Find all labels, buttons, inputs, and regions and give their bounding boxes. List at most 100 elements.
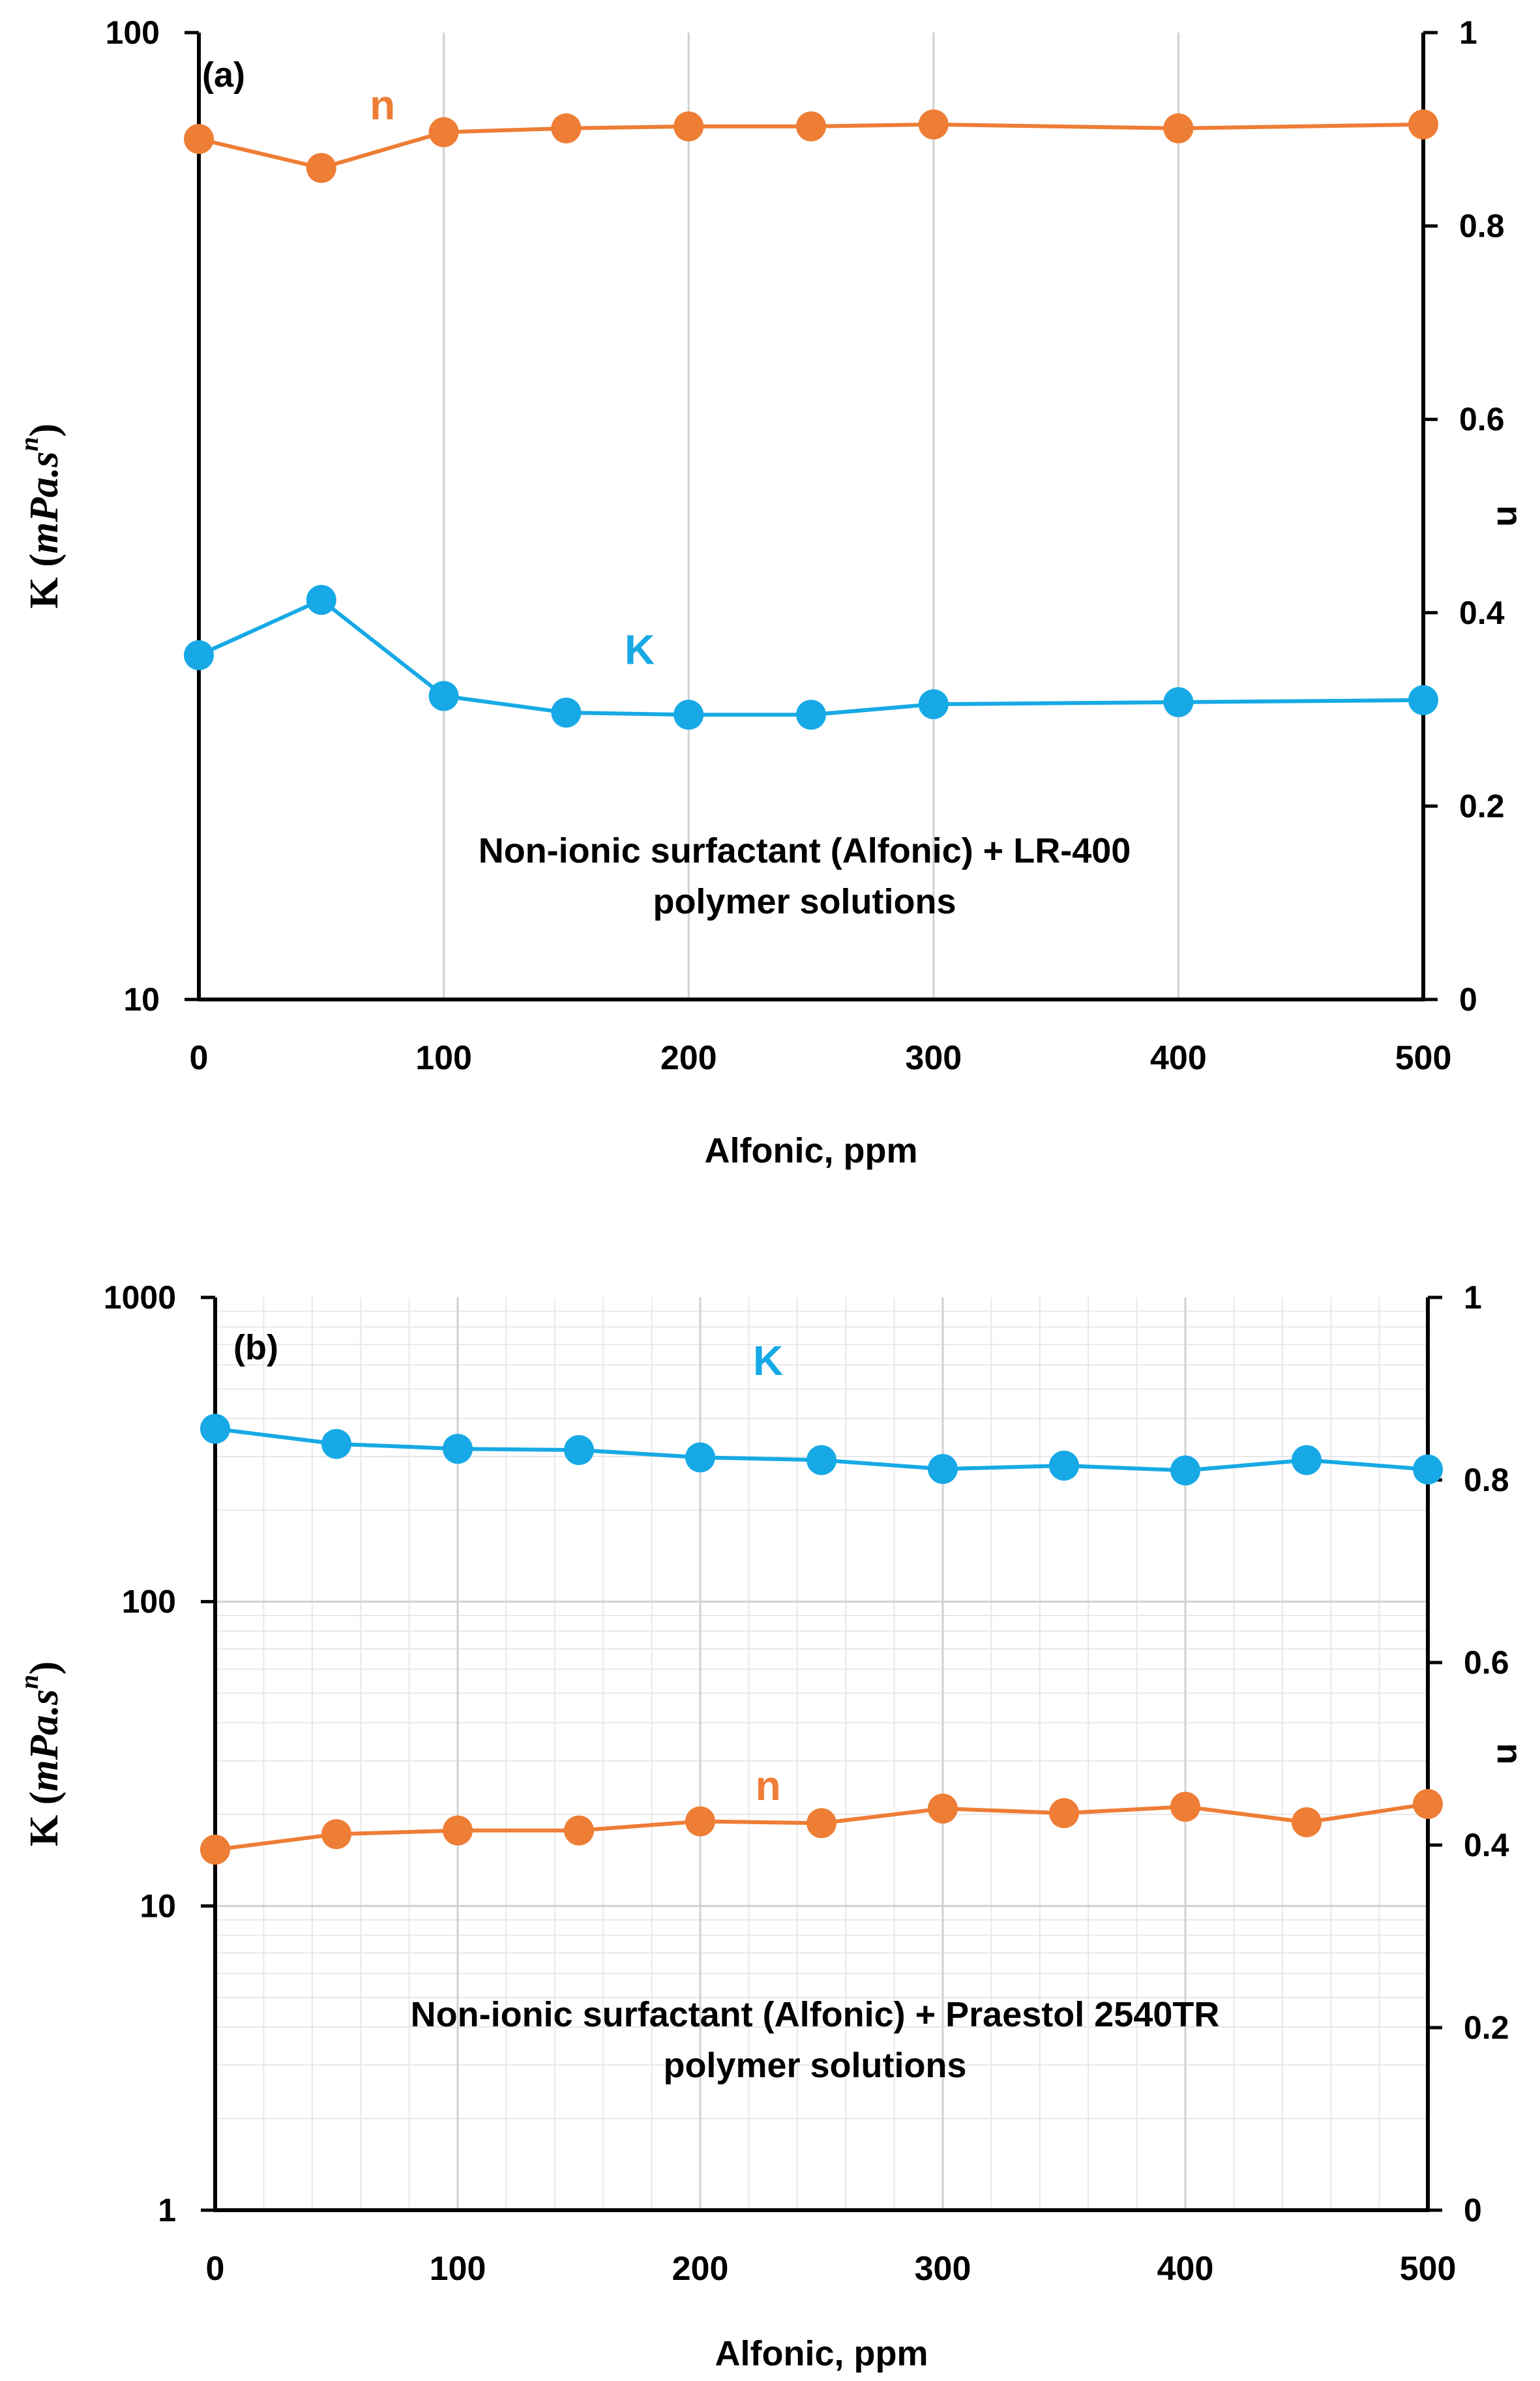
data-point-n <box>928 1794 958 1824</box>
left-tick-label: 1000 <box>104 1279 176 1316</box>
x-tick-label: 100 <box>430 2250 486 2288</box>
right-tick-label: 1 <box>1459 14 1477 51</box>
annotation-line: Non-ionic surfactant (Alfonic) + LR-400 <box>479 831 1131 870</box>
left-axis-label-expr: mPa.s <box>22 451 67 554</box>
right-tick-label: 0.6 <box>1459 401 1505 437</box>
series-K: K <box>184 585 1438 730</box>
left-axis-label-close: ) <box>22 1661 67 1675</box>
data-point-n <box>918 109 949 140</box>
series-K: K <box>200 1337 1443 1486</box>
data-point-K <box>1163 687 1194 717</box>
right-tick-label: 0.4 <box>1464 1827 1509 1863</box>
right-tick-label: 0 <box>1464 2192 1482 2228</box>
data-point-n <box>1292 1807 1322 1837</box>
gridlines <box>215 1297 1428 2210</box>
series-label-n: n <box>756 1762 781 1809</box>
series-n: n <box>200 1762 1443 1865</box>
x-tick-label: 300 <box>915 2250 971 2288</box>
left-tick-label: 10 <box>123 981 160 1018</box>
data-point-K <box>321 1428 351 1459</box>
right-tick-label: 0.8 <box>1459 208 1505 244</box>
left-tick-label: 10 <box>140 1887 176 1924</box>
data-point-K <box>1049 1450 1079 1481</box>
data-point-K <box>1292 1445 1322 1475</box>
left-axis-label-prefix: K ( <box>22 554 67 608</box>
x-tick-label: 0 <box>190 1039 209 1077</box>
right-tick-label: 0.2 <box>1459 788 1505 824</box>
data-point-n <box>564 1815 594 1846</box>
data-point-K <box>428 681 459 711</box>
data-point-K <box>674 700 704 730</box>
left-axis-label-sup: n <box>14 437 44 451</box>
left-axis-label: K (mPa.sn) <box>14 1661 67 1846</box>
right-axis-label: n <box>1490 1743 1529 1765</box>
data-point-K <box>564 1435 594 1466</box>
data-point-n <box>1170 1792 1200 1822</box>
x-tick-label: 500 <box>1395 1039 1452 1077</box>
data-point-n <box>1049 1798 1079 1828</box>
left-axis-label: K (mPa.sn) <box>14 423 67 608</box>
annotation-line: polymer solutions <box>663 2046 966 2085</box>
x-tick-label: 200 <box>672 2250 729 2288</box>
data-point-K <box>1408 685 1438 715</box>
series-label-n: n <box>370 81 395 128</box>
data-point-n <box>1413 1789 1443 1819</box>
gridlines <box>443 33 1179 999</box>
left-axis-label-close: ) <box>22 423 67 437</box>
data-point-n <box>1408 109 1438 140</box>
left-tick-label: 100 <box>122 1584 176 1620</box>
panel-label: (b) <box>233 1328 278 1367</box>
data-point-K <box>306 585 336 615</box>
right-tick-label: 0.2 <box>1464 2009 1509 2046</box>
data-point-n <box>674 111 704 141</box>
data-point-n <box>200 1835 230 1865</box>
panel-label: (a) <box>202 55 245 95</box>
right-tick-label: 0 <box>1459 981 1477 1018</box>
x-tick-label: 300 <box>905 1039 962 1077</box>
data-point-n <box>551 113 582 143</box>
right-axis-label: n <box>1490 505 1529 527</box>
data-point-K <box>200 1413 230 1444</box>
x-tick-label: 100 <box>415 1039 472 1077</box>
data-point-n <box>428 117 459 147</box>
data-point-K <box>928 1454 958 1485</box>
x-tick-label: 400 <box>1150 1039 1207 1077</box>
data-point-K <box>1170 1455 1200 1486</box>
data-point-K <box>1413 1454 1443 1485</box>
data-point-n <box>685 1806 715 1837</box>
data-point-n <box>321 1819 351 1850</box>
left-axis-label-sup: n <box>14 1675 44 1689</box>
right-tick-label: 0.6 <box>1464 1644 1509 1681</box>
data-point-K <box>796 700 826 730</box>
series-label-K: K <box>753 1337 783 1384</box>
annotation-line: Non-ionic surfactant (Alfonic) + Praesto… <box>411 1995 1220 2034</box>
right-tick-label: 0.8 <box>1464 1462 1509 1498</box>
data-point-n <box>306 153 336 183</box>
data-point-K <box>918 689 949 720</box>
annotation-line: polymer solutions <box>653 882 956 921</box>
data-point-K <box>443 1434 473 1464</box>
x-tick-label: 0 <box>206 2250 225 2288</box>
series-n: n <box>184 81 1438 183</box>
data-point-n <box>1163 113 1194 143</box>
left-tick-label: 100 <box>106 14 160 51</box>
x-tick-label: 400 <box>1157 2250 1214 2288</box>
x-axis-label: Alfonic, ppm <box>705 1131 918 1170</box>
data-point-K <box>807 1445 837 1475</box>
series-label-K: K <box>625 627 655 673</box>
right-tick-label: 0.4 <box>1459 595 1505 631</box>
x-tick-label: 200 <box>660 1039 717 1077</box>
data-point-K <box>685 1442 715 1473</box>
left-tick-label: 1 <box>158 2192 176 2228</box>
data-point-n <box>443 1815 473 1846</box>
x-axis-label: Alfonic, ppm <box>715 2334 928 2373</box>
series-line-K <box>198 598 1424 717</box>
data-point-n <box>796 111 826 141</box>
data-point-K <box>551 698 582 728</box>
left-axis-label-expr: mPa.s <box>22 1689 67 1792</box>
data-point-n <box>807 1808 837 1839</box>
data-point-n <box>184 124 214 155</box>
